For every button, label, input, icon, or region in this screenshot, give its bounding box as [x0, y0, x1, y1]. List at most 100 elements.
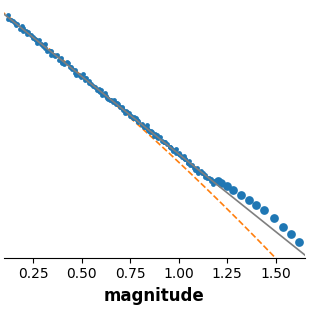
- Point: [96, 86, 101, 91]
- Point: [33, 37, 38, 42]
- Point: [80, 71, 85, 76]
- Point: [125, 109, 129, 114]
- Point: [104, 95, 109, 100]
- Point: [289, 232, 294, 237]
- Point: [43, 41, 48, 46]
- Point: [158, 134, 163, 139]
- Point: [11, 18, 16, 23]
- Point: [254, 203, 259, 208]
- Point: [215, 178, 220, 183]
- Point: [225, 184, 230, 189]
- Point: [187, 159, 192, 164]
- Point: [231, 187, 235, 192]
- Point: [154, 134, 159, 139]
- Point: [59, 61, 64, 66]
- Point: [61, 62, 66, 67]
- Point: [173, 146, 178, 151]
- Point: [14, 23, 19, 28]
- Point: [181, 155, 186, 160]
- Point: [119, 105, 124, 110]
- Point: [132, 116, 137, 121]
- Point: [131, 115, 136, 120]
- Point: [162, 139, 167, 144]
- Point: [202, 175, 207, 180]
- Point: [115, 101, 120, 106]
- Point: [238, 193, 243, 197]
- Point: [246, 198, 251, 203]
- Point: [70, 67, 75, 72]
- Point: [102, 90, 107, 95]
- Point: [68, 65, 73, 70]
- X-axis label: magnitude: magnitude: [104, 287, 205, 305]
- Point: [108, 98, 113, 103]
- Point: [6, 17, 11, 22]
- Point: [209, 179, 214, 184]
- Point: [15, 21, 20, 26]
- Point: [211, 179, 216, 184]
- Point: [93, 85, 98, 90]
- Point: [129, 114, 134, 119]
- Point: [110, 100, 115, 105]
- Point: [55, 53, 60, 57]
- Point: [193, 167, 197, 172]
- Point: [147, 129, 152, 134]
- Point: [78, 74, 83, 79]
- Point: [83, 78, 88, 83]
- Point: [20, 25, 25, 30]
- Point: [146, 128, 151, 133]
- Point: [168, 145, 173, 150]
- Point: [167, 144, 172, 149]
- Point: [183, 157, 188, 162]
- Point: [106, 97, 111, 102]
- Point: [201, 170, 205, 175]
- Point: [82, 75, 87, 80]
- Point: [186, 161, 191, 166]
- Point: [73, 67, 78, 72]
- Point: [73, 70, 78, 75]
- Point: [23, 29, 28, 34]
- Point: [199, 168, 204, 173]
- Point: [183, 157, 188, 162]
- Point: [52, 52, 57, 57]
- Point: [28, 33, 33, 38]
- Point: [59, 60, 64, 65]
- Point: [74, 73, 78, 78]
- Point: [165, 142, 170, 146]
- Point: [117, 105, 122, 110]
- Point: [200, 171, 205, 176]
- Point: [219, 180, 224, 185]
- Point: [144, 122, 149, 127]
- Point: [104, 94, 109, 99]
- Point: [163, 140, 167, 145]
- Point: [119, 105, 124, 110]
- Point: [156, 136, 161, 141]
- Point: [136, 119, 141, 124]
- Point: [297, 240, 302, 245]
- Point: [121, 108, 126, 112]
- Point: [194, 169, 199, 174]
- Point: [150, 130, 154, 135]
- Point: [77, 73, 82, 78]
- Point: [113, 101, 118, 106]
- Point: [108, 98, 112, 103]
- Point: [13, 21, 18, 26]
- Point: [43, 45, 48, 50]
- Point: [187, 162, 192, 167]
- Point: [190, 162, 195, 167]
- Point: [192, 165, 197, 170]
- Point: [111, 97, 116, 102]
- Point: [162, 140, 167, 145]
- Point: [144, 125, 149, 130]
- Point: [177, 151, 182, 156]
- Point: [99, 88, 104, 93]
- Point: [49, 49, 54, 54]
- Point: [170, 147, 175, 152]
- Point: [91, 83, 95, 88]
- Point: [124, 108, 129, 113]
- Point: [135, 117, 140, 122]
- Point: [35, 41, 40, 46]
- Point: [153, 132, 158, 137]
- Point: [87, 79, 92, 84]
- Point: [26, 29, 31, 34]
- Point: [102, 91, 107, 96]
